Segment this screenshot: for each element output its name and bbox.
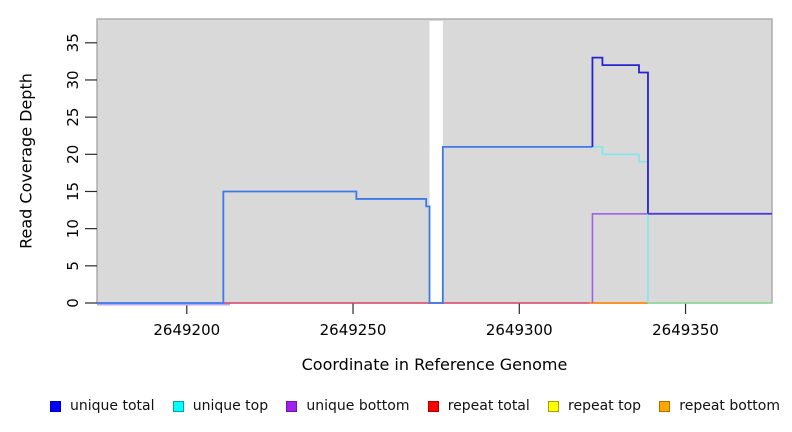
legend-item-repeat-top: repeat top [548, 398, 641, 414]
y-tick-label: 20 [64, 145, 82, 164]
y-tick-label: 25 [64, 108, 82, 127]
x-tick-label: 2649350 [652, 321, 719, 339]
y-tick-label: 30 [64, 70, 82, 89]
legend-item-repeat-bottom: repeat bottom [659, 398, 780, 414]
y-tick-label: 15 [64, 182, 82, 201]
legend-item-label: unique total [70, 398, 155, 414]
y-axis-title: Read Coverage Depth [16, 73, 36, 249]
legend-swatch-repeat-top [548, 400, 560, 412]
legend: unique total unique top unique bottom repea… [0, 398, 792, 414]
unique-total-right-line [591, 56, 649, 214]
legend-item-unique-top: unique top [172, 398, 269, 414]
legend-item-label: unique bottom [306, 398, 410, 414]
y-tick-label: 10 [64, 219, 82, 238]
x-axis-title: Coordinate in Reference Genome [301, 355, 568, 374]
legend-item-label: repeat total [447, 398, 530, 414]
x-tick-label: 2649200 [153, 321, 220, 339]
legend-item-unique-total: unique total [50, 398, 154, 414]
legend-swatch-unique-top [172, 400, 184, 412]
x-tick-label: 2649250 [320, 321, 387, 339]
legend-swatch-unique-bottom [286, 400, 298, 412]
legend-item-repeat-total: repeat total [427, 398, 530, 414]
y-tick-label: 35 [64, 33, 82, 52]
legend-item-label: repeat top [568, 398, 642, 414]
x-tick-label: 2649300 [486, 321, 553, 339]
legend-swatch-repeat-total [427, 400, 439, 412]
legend-swatch-repeat-bottom [659, 400, 671, 412]
legend-swatch-unique-total [50, 400, 61, 412]
y-tick-label: 0 [64, 298, 82, 308]
legend-item-label: repeat bottom [679, 398, 780, 414]
y-tick-label: 5 [64, 261, 82, 271]
unique-total-left-line [97, 145, 593, 304]
legend-item-label: unique top [192, 398, 269, 414]
legend-item-unique-bottom: unique bottom [286, 398, 409, 414]
no-data-gap-band [429, 21, 443, 303]
